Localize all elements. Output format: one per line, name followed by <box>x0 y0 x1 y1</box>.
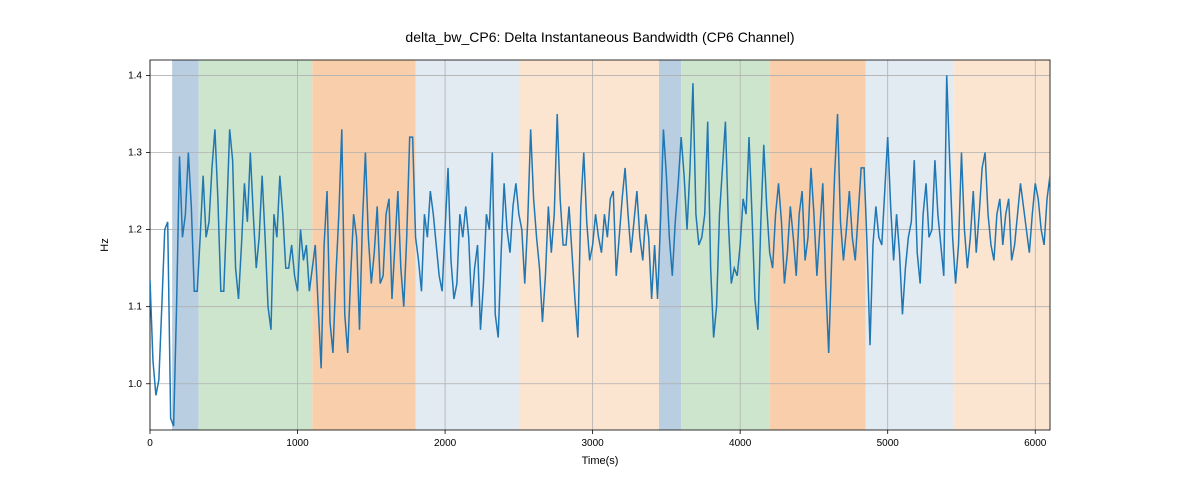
x-tick-label: 6000 <box>1024 438 1047 449</box>
x-tick-label: 0 <box>147 438 153 449</box>
y-tick-label: 1.3 <box>128 148 142 159</box>
band <box>416 60 519 430</box>
chart-title: delta_bw_CP6: Delta Instantaneous Bandwi… <box>405 29 794 45</box>
y-axis-label: Hz <box>99 238 111 251</box>
y-tick-label: 1.4 <box>128 70 142 81</box>
x-axis-label: Time(s) <box>582 455 619 467</box>
x-tick-label: 2000 <box>434 438 457 449</box>
band <box>770 60 866 430</box>
y-tick-label: 1.1 <box>128 302 142 313</box>
chart-container: 0 1000 2000 3000 4000 5000 6000 1.0 1.1 1.2 1.3 1.4… <box>0 0 1200 500</box>
y-tick-label: 1.0 <box>128 379 142 390</box>
x-tick-label: 3000 <box>581 438 604 449</box>
x-tick-label: 4000 <box>729 438 752 449</box>
x-tick-label: 5000 <box>877 438 900 449</box>
chart-svg: 0 1000 2000 3000 4000 5000 6000 1.0 1.1 1.2 1.3 1.4… <box>0 0 1200 500</box>
band <box>172 60 199 430</box>
background-bands <box>172 60 1050 430</box>
x-tick-label: 1000 <box>286 438 309 449</box>
y-tick-label: 1.2 <box>128 225 142 236</box>
